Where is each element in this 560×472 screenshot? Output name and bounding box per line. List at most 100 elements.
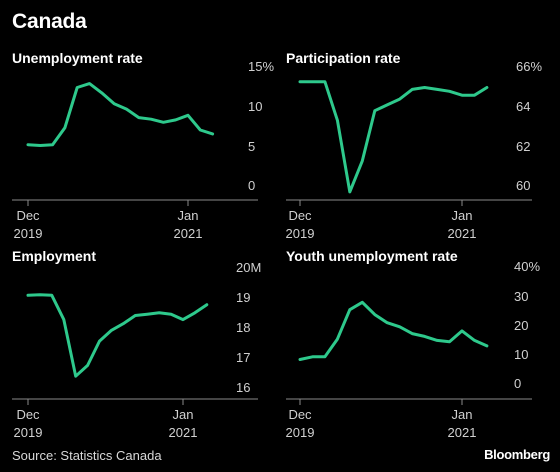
- data-point-2-7: [110, 329, 113, 332]
- data-point-3-7: [386, 321, 389, 324]
- y-tick-label-0-2: 10: [248, 99, 262, 114]
- data-point-0-8: [125, 107, 128, 111]
- data-point-2-15: [205, 303, 209, 306]
- y-tick-label-1-2: 64: [516, 99, 530, 114]
- data-point-1-2: [323, 80, 327, 83]
- panel-title-1: Participation rate: [286, 50, 401, 66]
- y-tick-label-0-0: 0: [248, 178, 255, 193]
- x-tick-year-0-1: 2021: [174, 226, 203, 241]
- data-point-0-10: [149, 117, 153, 121]
- data-point-3-13: [460, 329, 464, 333]
- y-tick-label-2-1: 17: [236, 350, 250, 365]
- data-point-1-7: [386, 103, 389, 107]
- data-point-3-2: [323, 355, 327, 358]
- x-tick-year-1-1: 2021: [448, 226, 477, 241]
- x-tick-month-2-1: Jan: [173, 407, 194, 422]
- data-point-2-8: [122, 322, 125, 325]
- x-tick-month-3-0: Dec: [288, 407, 312, 422]
- data-point-1-12: [448, 90, 451, 93]
- data-point-3-11: [435, 339, 439, 342]
- series-line-1: [298, 80, 489, 194]
- data-point-3-6: [373, 313, 376, 316]
- x-tick-year-1-0: 2019: [286, 226, 315, 241]
- bloomberg-logo: Bloomberg: [484, 447, 550, 462]
- data-point-3-9: [410, 332, 414, 335]
- data-point-1-13: [460, 94, 464, 97]
- y-tick-label-1-1: 62: [516, 139, 530, 154]
- data-point-0-13: [186, 114, 190, 117]
- data-point-2-11: [157, 311, 161, 315]
- data-point-2-10: [146, 312, 149, 316]
- data-point-1-5: [361, 159, 364, 163]
- y-tick-label-3-0: 0: [514, 376, 521, 391]
- y-tick-label-2-0: 16: [236, 380, 250, 395]
- data-point-3-15: [485, 344, 489, 348]
- y-tick-label-1-3: 66%: [516, 59, 542, 74]
- data-point-3-1: [311, 355, 314, 358]
- x-tick-year-3-0: 2019: [286, 425, 315, 440]
- y-tick-label-3-3: 30: [514, 289, 528, 304]
- x-tick-month-1-0: Dec: [288, 208, 312, 223]
- source-note: Source: Statistics Canada: [12, 448, 162, 463]
- data-point-3-5: [361, 301, 364, 304]
- data-point-2-6: [98, 339, 101, 343]
- data-point-1-15: [485, 86, 489, 89]
- y-tick-label-0-3: 15%: [248, 59, 274, 74]
- data-point-3-14: [473, 339, 476, 342]
- data-point-1-9: [410, 88, 414, 91]
- y-tick-label-1-0: 60: [516, 178, 530, 193]
- data-point-0-7: [112, 102, 116, 105]
- data-point-2-12: [169, 312, 173, 316]
- panel-title-3: Youth unemployment rate: [286, 248, 458, 264]
- series-line-2: [26, 293, 209, 378]
- data-point-2-0: [26, 294, 30, 297]
- x-tick-month-3-1: Jan: [452, 407, 473, 422]
- x-tick-year-2-1: 2021: [169, 425, 198, 440]
- y-tick-label-3-4: 40%: [514, 259, 540, 274]
- data-point-2-5: [86, 364, 89, 367]
- data-point-2-2: [50, 294, 54, 297]
- data-point-0-0: [26, 143, 30, 146]
- x-tick-year-0-0: 2019: [14, 226, 43, 241]
- x-tick-month-2-0: Dec: [16, 407, 40, 422]
- data-point-3-12: [448, 340, 451, 343]
- data-point-3-0: [298, 358, 302, 361]
- panel-title-0: Unemployment rate: [12, 50, 143, 66]
- x-tick-month-1-1: Jan: [452, 208, 473, 223]
- y-tick-label-2-2: 18: [236, 320, 250, 335]
- data-point-0-15: [211, 132, 214, 136]
- y-tick-label-2-3: 19: [236, 290, 250, 305]
- data-point-0-3: [63, 126, 67, 129]
- data-point-1-1: [311, 80, 314, 83]
- data-point-0-14: [199, 128, 202, 132]
- data-point-3-3: [336, 337, 339, 341]
- panel-title-2: Employment: [12, 248, 96, 264]
- data-point-2-1: [38, 293, 42, 296]
- x-tick-year-3-1: 2021: [448, 425, 477, 440]
- data-point-3-4: [348, 308, 352, 311]
- data-point-2-4: [74, 375, 77, 378]
- data-point-0-4: [76, 86, 79, 89]
- data-point-2-9: [134, 314, 137, 317]
- data-point-3-8: [398, 325, 401, 329]
- data-point-1-8: [398, 97, 401, 101]
- data-point-1-11: [435, 88, 439, 91]
- y-tick-label-0-1: 5: [248, 139, 255, 154]
- series-line-0: [26, 82, 215, 147]
- y-tick-label-3-2: 20: [514, 318, 528, 333]
- data-point-3-10: [423, 335, 426, 338]
- data-point-2-3: [62, 318, 65, 321]
- data-point-1-3: [336, 119, 339, 122]
- data-point-0-6: [100, 91, 104, 95]
- data-point-1-4: [348, 190, 352, 194]
- y-tick-label-2-4: 20M: [236, 260, 261, 275]
- x-tick-year-2-0: 2019: [14, 425, 43, 440]
- data-point-0-5: [88, 82, 91, 85]
- data-point-0-2: [51, 143, 54, 146]
- x-tick-month-0-0: Dec: [16, 208, 40, 223]
- data-point-0-1: [39, 144, 42, 147]
- data-point-2-13: [181, 318, 185, 321]
- data-point-0-11: [162, 121, 165, 124]
